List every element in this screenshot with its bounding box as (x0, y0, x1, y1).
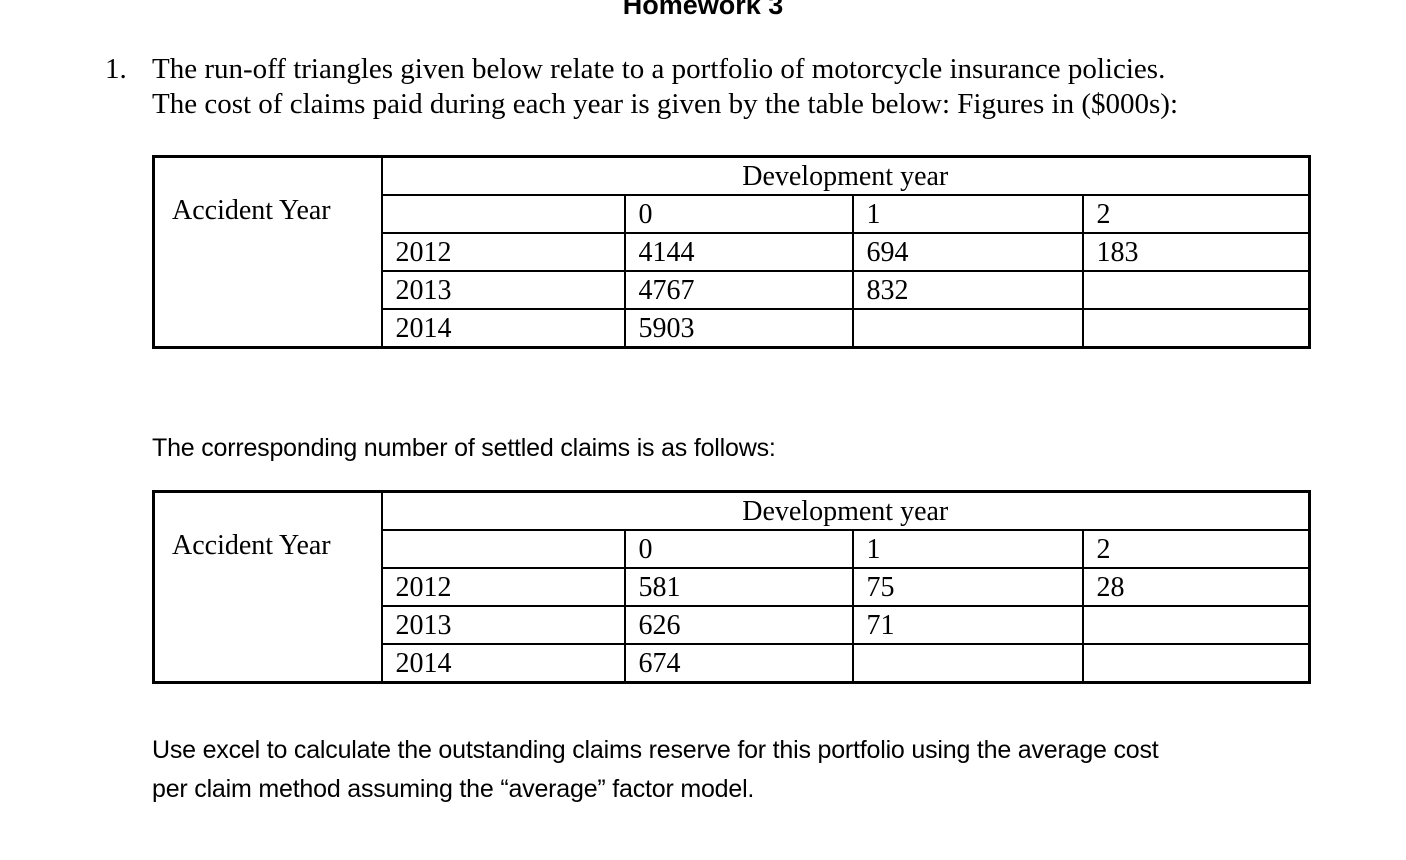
table-cell: 183 (1081, 232, 1311, 272)
excel-instruction: Use excel to calculate the outstanding c… (152, 731, 1159, 809)
table-cell: 832 (851, 270, 1084, 310)
table-row: 2014 5903 (154, 308, 1311, 349)
excel-instruction-line-2: per claim method assuming the “average” … (152, 775, 755, 803)
table-cell: 626 (623, 605, 854, 645)
table-cell: 28 (1081, 567, 1311, 607)
table-cell: 674 (623, 643, 854, 684)
table-row: 2013 626 71 (154, 605, 1311, 645)
col-header-2: 2 (1081, 529, 1311, 569)
table-row: 0 1 2 (154, 529, 1311, 569)
table-cell: 71 (851, 605, 1084, 645)
problem-statement-line-1: The run-off triangles given below relate… (152, 53, 1166, 85)
table-cell: 581 (623, 567, 854, 607)
table-cell-empty (851, 308, 1084, 349)
table-row: 0 1 2 (154, 194, 1311, 234)
table-cell-empty (1081, 605, 1311, 645)
col-header-0: 0 (623, 529, 854, 569)
table-row: 2014 674 (154, 643, 1311, 684)
row-year: 2014 (380, 643, 626, 684)
document-title: Homework 3 (622, 0, 784, 20)
col-header-2: 2 (1081, 194, 1311, 234)
row-year: 2013 (380, 270, 626, 310)
table-cell-empty (851, 643, 1084, 684)
table-cell-empty (1081, 270, 1311, 310)
table-row: 2012 4144 694 183 (154, 232, 1311, 272)
accident-year-label: Accident Year (152, 155, 383, 349)
settled-claims-table: Accident Year Development year 0 1 2 201… (152, 490, 1311, 684)
table-cell-empty (380, 529, 626, 569)
table-row: 2012 581 75 28 (154, 567, 1311, 607)
table-cell: 5903 (623, 308, 854, 349)
settled-claims-intro: The corresponding number of settled clai… (152, 434, 776, 462)
row-year: 2012 (380, 232, 626, 272)
table-cell: 694 (851, 232, 1084, 272)
excel-instruction-line-1: Use excel to calculate the outstanding c… (152, 736, 1159, 764)
development-year-header: Development year (380, 490, 1311, 531)
table-cell: 75 (851, 567, 1084, 607)
problem-statement: The run-off triangles given below relate… (152, 52, 1178, 122)
table-row: Accident Year Development year (152, 490, 1311, 684)
row-year: 2013 (380, 605, 626, 645)
problem-number: 1. (105, 53, 127, 85)
row-year: 2012 (380, 567, 626, 607)
table-cell: 4144 (623, 232, 854, 272)
col-header-1: 1 (851, 529, 1084, 569)
development-year-header: Development year (380, 155, 1311, 196)
row-year: 2014 (380, 308, 626, 349)
problem-statement-line-2: The cost of claims paid during each year… (152, 88, 1179, 120)
table-row: 2013 4767 832 (154, 270, 1311, 310)
table-row: Accident Year Development year (152, 155, 1311, 349)
table-cell-empty (1081, 643, 1311, 684)
table-cell-empty (1081, 308, 1311, 349)
claims-cost-table: Accident Year Development year 0 1 2 201… (152, 155, 1311, 349)
col-header-0: 0 (623, 194, 854, 234)
table-cell: 4767 (623, 270, 854, 310)
col-header-1: 1 (851, 194, 1084, 234)
accident-year-label: Accident Year (152, 490, 383, 684)
table-cell-empty (380, 194, 626, 234)
